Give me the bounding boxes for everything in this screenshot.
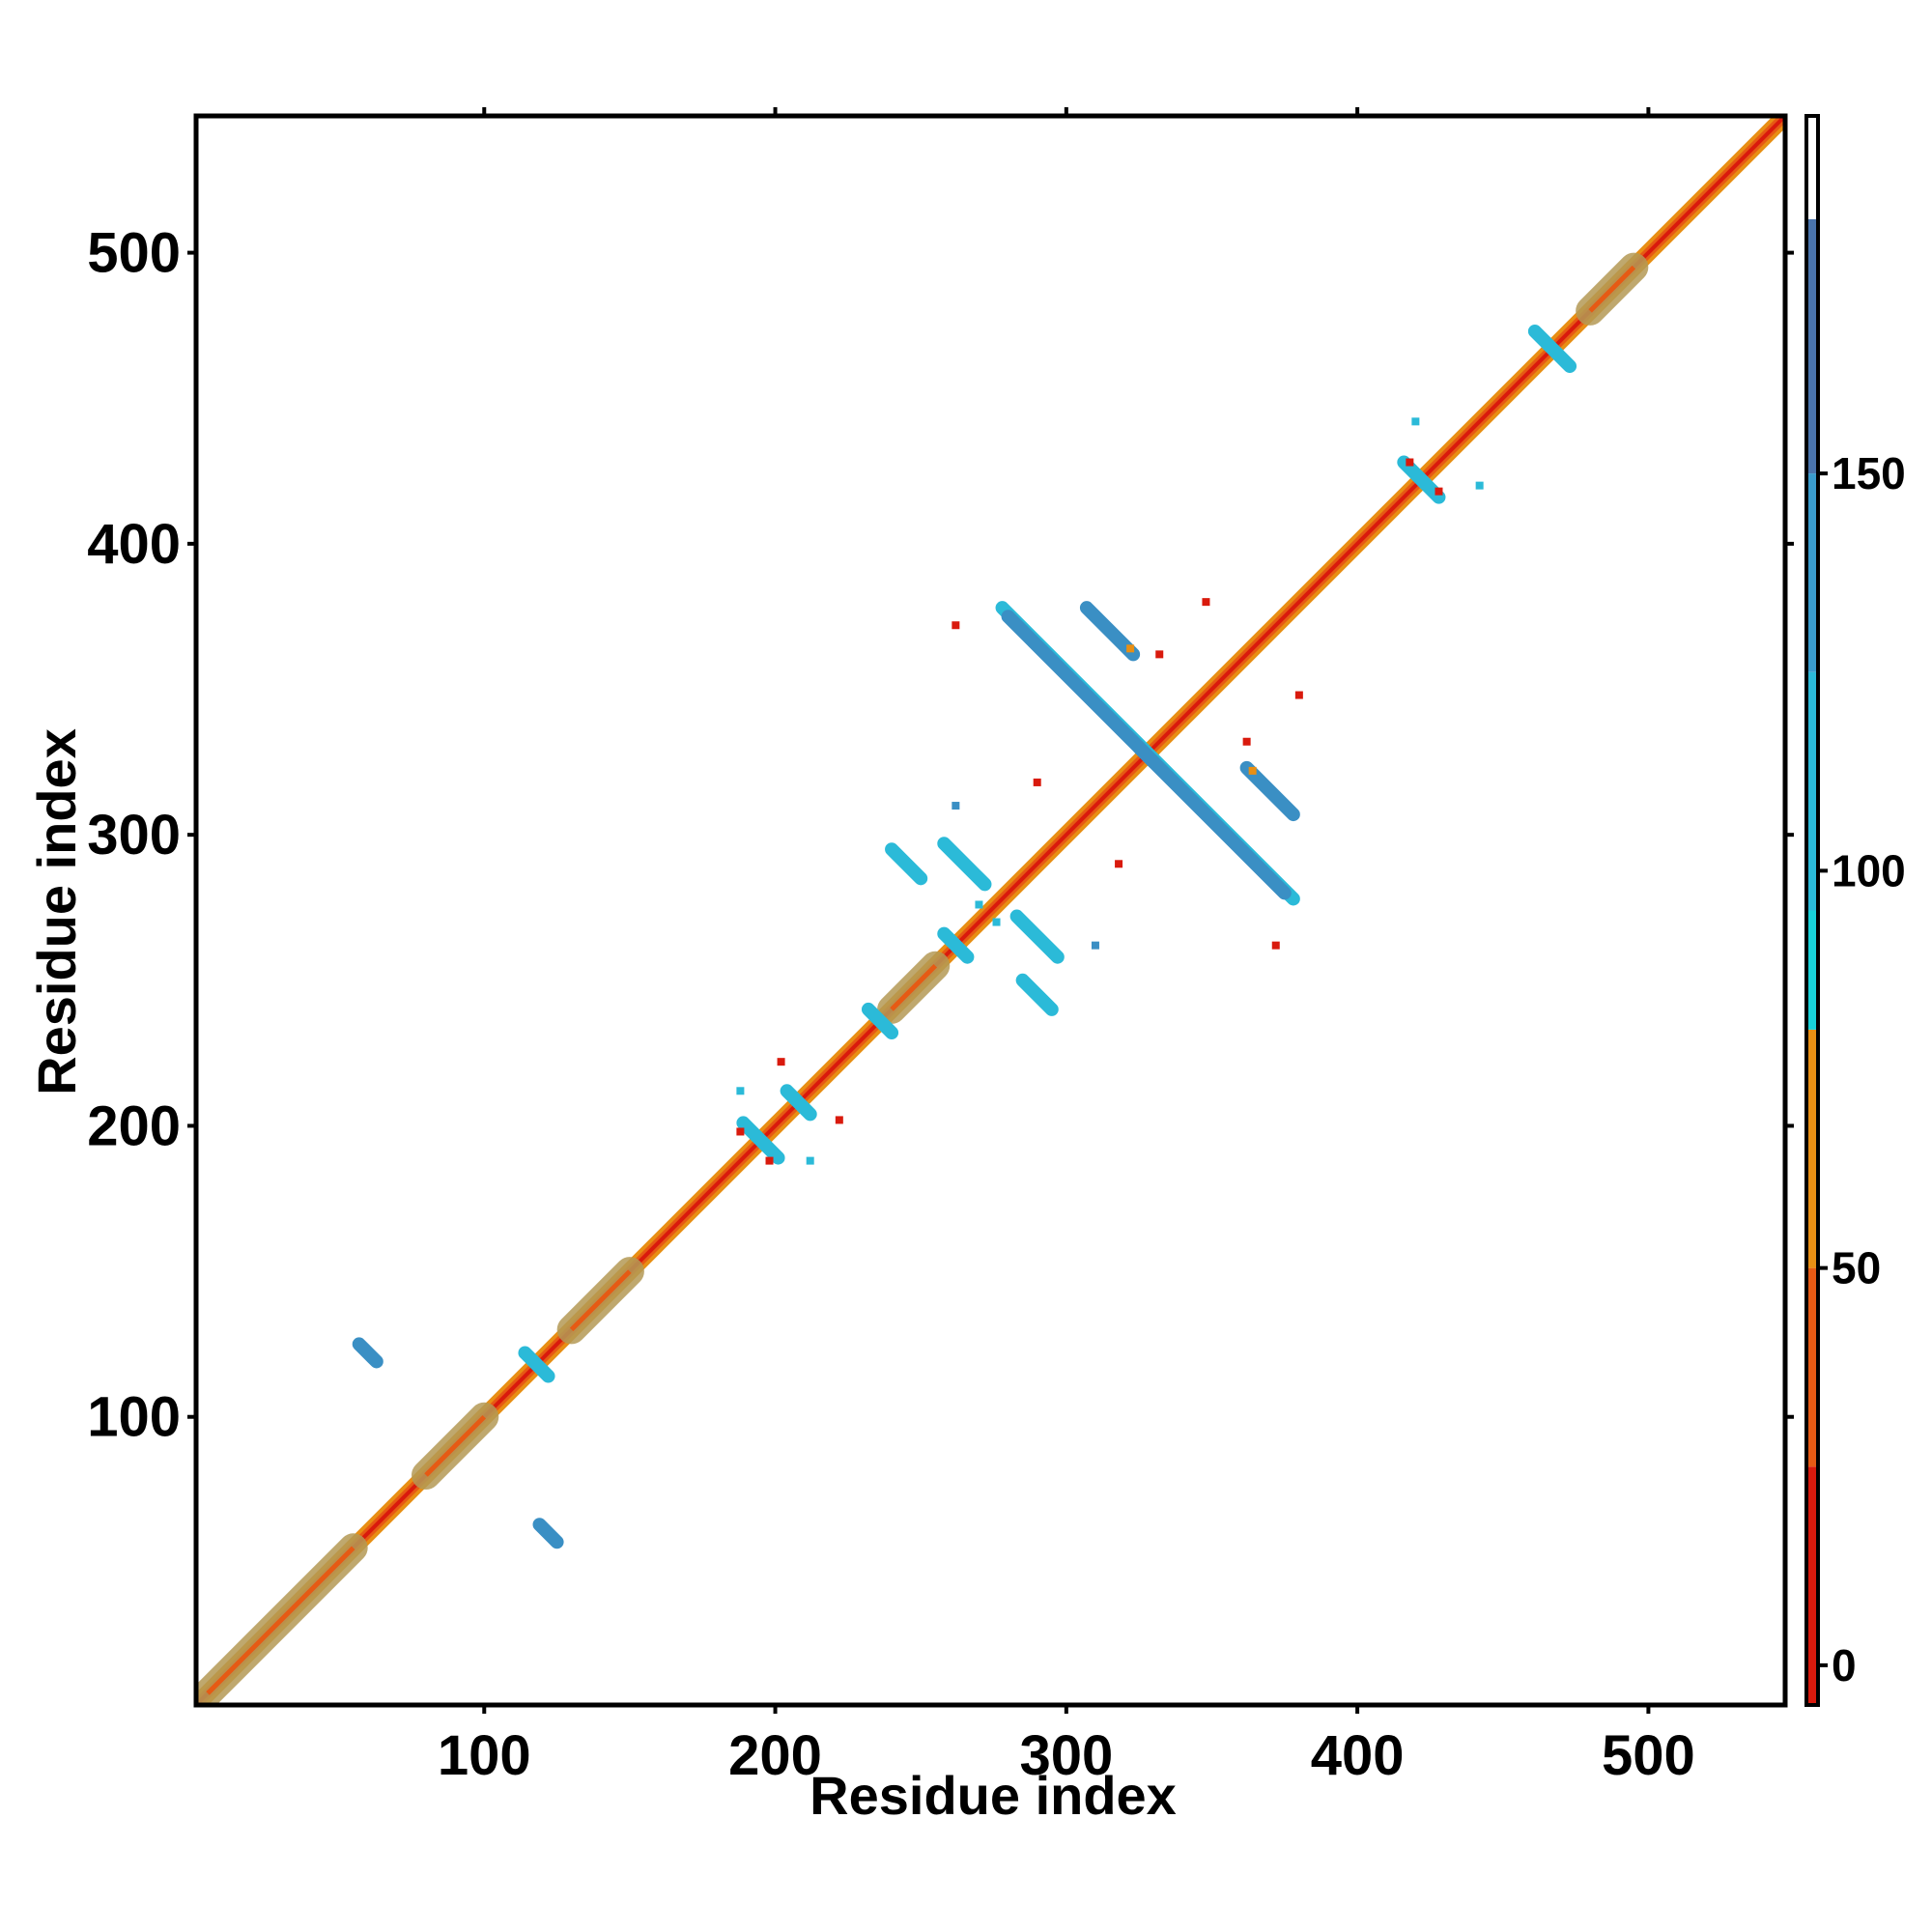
colorbar-segment-5 <box>1806 473 1818 672</box>
colorbar-segment-4 <box>1806 671 1818 911</box>
contact-feature-10 <box>780 1084 817 1122</box>
helix-segment-core-4 <box>1588 265 1636 313</box>
contact-point-15 <box>1411 417 1420 426</box>
contact-feature-15 <box>1009 909 1065 964</box>
contact-feature-11 <box>937 926 975 964</box>
y-tick-label-300: 300 <box>87 804 181 867</box>
contact-point-6 <box>1294 691 1303 699</box>
contact-point-21 <box>1091 941 1099 950</box>
helix-segment-core-3 <box>890 963 938 1011</box>
x-axis-title: Residue index <box>810 1765 1177 1826</box>
colorbar-segment-6 <box>1806 218 1818 474</box>
contact-point-20 <box>952 802 960 810</box>
contact-point-18 <box>1115 860 1123 868</box>
y-tick-label-100: 100 <box>87 1386 181 1449</box>
contact-feature-6 <box>1397 455 1446 504</box>
y-axis-title: Residue index <box>26 728 87 1095</box>
helix-segment-core-1 <box>424 1414 487 1477</box>
contact-feature-17 <box>532 1518 564 1549</box>
contact-feature-12 <box>1015 973 1059 1016</box>
colorbar-tick-label-50: 50 <box>1832 1243 1881 1293</box>
colorbar-segment-1 <box>1806 1267 1818 1467</box>
contact-feature-5 <box>736 1116 785 1165</box>
x-tick-label-200: 200 <box>728 1724 822 1787</box>
contact-feature-14 <box>937 837 992 892</box>
contact-point-19 <box>1033 778 1041 786</box>
contact-point-5 <box>1155 650 1164 659</box>
contact-feature-16 <box>352 1337 384 1369</box>
contact-point-9 <box>765 1156 774 1165</box>
contact-point-12 <box>1406 458 1414 467</box>
colorbar-frame <box>1804 114 1820 1707</box>
contact-feature-13 <box>885 842 928 886</box>
contact-point-0 <box>952 621 960 630</box>
contact-point-22 <box>992 918 1001 926</box>
contact-point-14 <box>1475 481 1484 490</box>
contact-point-1 <box>1271 941 1280 950</box>
contact-feature-2 <box>1239 760 1300 822</box>
contact-feature-7 <box>1527 324 1577 374</box>
x-tick-label-400: 400 <box>1311 1724 1405 1787</box>
contact-point-17 <box>806 1156 814 1165</box>
colorbar-segment-7 <box>1806 116 1818 219</box>
helix-segment-core-2 <box>569 1269 632 1332</box>
contact-feature-9 <box>861 1002 899 1040</box>
x-tick-label-500: 500 <box>1602 1724 1695 1787</box>
contact-feature-3 <box>1001 610 1161 769</box>
contact-feature-1 <box>1079 601 1141 662</box>
y-tick-label-200: 200 <box>87 1094 181 1157</box>
contact-feature-8 <box>518 1346 555 1383</box>
contact-point-13 <box>1435 487 1443 496</box>
contact-point-23 <box>975 900 983 909</box>
y-tick-label-400: 400 <box>87 513 181 576</box>
contact-point-11 <box>835 1116 843 1124</box>
colorbar: 0 50 100 150 <box>1804 114 1906 1707</box>
colorbar-segment-2 <box>1806 1029 1818 1268</box>
contact-point-8 <box>736 1127 745 1136</box>
contact-point-2 <box>1126 644 1135 653</box>
colorbar-tick-label-0: 0 <box>1832 1640 1857 1690</box>
colorbar-tick-label-100: 100 <box>1832 845 1906 895</box>
contact-point-3 <box>1248 766 1257 775</box>
colorbar-tick-label-150: 150 <box>1832 448 1906 498</box>
contact-feature-4 <box>1132 740 1292 900</box>
contact-point-16 <box>736 1087 745 1095</box>
data-layer <box>196 116 1785 1705</box>
colorbar-segment-0 <box>1806 1466 1818 1705</box>
x-tick-label-300: 300 <box>1019 1724 1113 1787</box>
y-tick-label-500: 500 <box>87 222 181 285</box>
colorbar-segment-3 <box>1806 910 1818 1030</box>
contact-point-10 <box>777 1058 785 1066</box>
helix-segment-core-0 <box>206 1546 355 1695</box>
x-tick-label-100: 100 <box>438 1724 531 1787</box>
axis-layer: 100 200 300 400 500 100 200 300 400 500 <box>87 107 1794 1787</box>
contact-point-4 <box>1242 737 1251 746</box>
contact-point-7 <box>1202 598 1210 607</box>
plot-frame <box>193 113 1788 1708</box>
data-marks <box>196 116 1785 1705</box>
